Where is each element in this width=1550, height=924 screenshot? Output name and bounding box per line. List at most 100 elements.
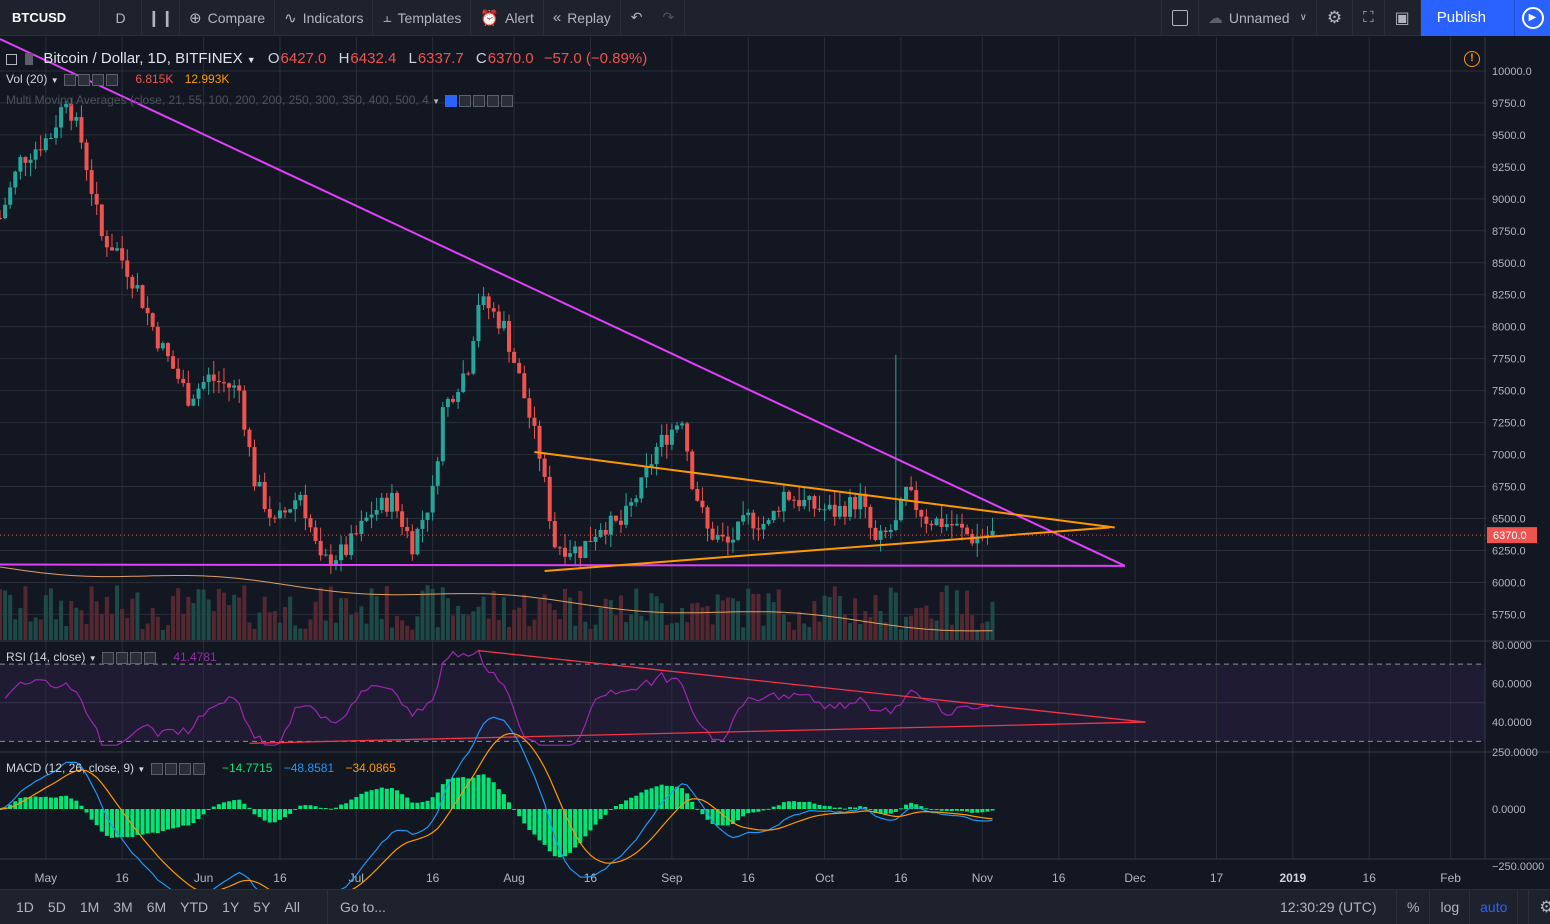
macd-dropdown-icon[interactable]: ▼ (137, 765, 146, 774)
layout-toggle-button[interactable] (1160, 0, 1199, 36)
trendline[interactable] (534, 451, 1115, 529)
range-all[interactable]: All (284, 899, 300, 915)
candle-body (837, 505, 842, 517)
volume-label[interactable]: Vol (20) (6, 72, 48, 86)
plus-square-icon[interactable] (91, 73, 104, 86)
range-1y[interactable]: 1Y (222, 899, 240, 915)
layout-name-dropdown[interactable]: ☁ Unnamed ∨ (1199, 0, 1317, 36)
multi-ma-dropdown-icon[interactable]: ▼ (432, 97, 441, 106)
publish-button[interactable]: Publish (1420, 0, 1514, 36)
snapshot-button[interactable]: ▣ (1385, 0, 1421, 36)
volume-bar (603, 598, 608, 640)
rsi-trendline[interactable] (249, 721, 1146, 744)
warning-icon[interactable]: ! (1464, 51, 1480, 67)
chart-area[interactable]: May 16 Jun 16 Jul 16 Aug 16 Sep 16 Oct 16 Nov 16 Dec 17… (0, 37, 1550, 889)
symbol-dropdown-icon[interactable]: ▼ (246, 55, 256, 65)
candle-body (440, 407, 445, 462)
range-3m[interactable]: 3M (113, 899, 133, 915)
rsi-settings-icon[interactable] (115, 651, 128, 664)
macd-eye-icon[interactable] (150, 762, 163, 775)
macd-histogram-bar (970, 809, 975, 813)
macd-histogram-bar (842, 808, 847, 810)
interval-button[interactable]: D (100, 0, 142, 36)
macd-histogram-bar (267, 809, 272, 823)
range-5y[interactable]: 5Y (253, 899, 271, 915)
rsi-dropdown-icon[interactable]: ▼ (88, 654, 97, 663)
indicators-button[interactable]: ∿ Indicators (275, 0, 374, 36)
macd-histogram-bar (216, 804, 221, 809)
macd-histogram-bar (771, 806, 776, 809)
range-5d[interactable]: 5D (47, 899, 66, 915)
trendline[interactable] (544, 526, 1110, 572)
undo-button[interactable]: ↶ (621, 0, 653, 36)
volume-bar (216, 588, 221, 640)
trendline[interactable] (0, 38, 1126, 567)
range-6m[interactable]: 6M (146, 899, 167, 915)
ma-plus-icon[interactable] (487, 94, 500, 107)
symbol-title[interactable]: Bitcoin / Dollar, 1D, BITFINEX (43, 50, 243, 67)
auto-scale-button[interactable]: auto (1469, 889, 1517, 924)
volume-bar (904, 616, 909, 640)
y-tick-label: 6500.0 (1492, 514, 1526, 526)
candle-body (792, 499, 797, 501)
candle-body (328, 554, 333, 566)
volume-dropdown-icon[interactable]: ▼ (50, 76, 59, 85)
indicator-wave-icon: ∿ (284, 9, 297, 27)
symbol-search[interactable]: BTCUSD (0, 0, 100, 36)
rsi-eye-icon[interactable] (101, 651, 114, 664)
candle-body (267, 509, 272, 518)
ma-eye-icon[interactable] (445, 94, 458, 107)
macd-close-icon[interactable] (192, 762, 205, 775)
macd-settings-icon[interactable] (164, 762, 177, 775)
eye-icon[interactable] (63, 73, 76, 86)
fullscreen-button[interactable]: ⛶ (1353, 0, 1385, 36)
macd-histogram-bar (425, 800, 430, 809)
trendline[interactable] (0, 563, 1125, 567)
ma-settings-icon[interactable] (459, 94, 472, 107)
utc-clock[interactable]: 12:30:29 (UTC) (1280, 899, 1377, 915)
volume-bar (491, 591, 496, 640)
multi-ma-label[interactable]: Multi Moving Averages (close, 21, 55, 10… (6, 93, 429, 107)
chart-canvas[interactable]: May 16 Jun 16 Jul 16 Aug 16 Sep 16 Oct 16 Nov 16 Dec 17… (0, 37, 1550, 889)
alert-button[interactable]: ⏰ Alert (471, 0, 544, 36)
rsi-plus-icon[interactable] (129, 651, 142, 664)
rsi-trendline[interactable] (478, 650, 1146, 723)
square-icon (1171, 9, 1188, 26)
macd-label[interactable]: MACD (12, 26, close, 9) (6, 761, 135, 775)
range-ytd[interactable]: YTD (180, 899, 209, 915)
range-1m[interactable]: 1M (79, 899, 100, 915)
volume-bar (405, 625, 410, 640)
compare-label: Compare (207, 9, 266, 26)
candle-body (303, 494, 308, 519)
macd-histogram-bar (191, 809, 196, 824)
ma-source-icon[interactable] (473, 94, 486, 107)
candle-body (186, 383, 191, 406)
percent-scale-button[interactable]: % (1396, 889, 1429, 924)
log-scale-button[interactable]: log (1429, 889, 1469, 924)
chart-style-button[interactable]: ❙❙ (142, 0, 180, 36)
chart-settings-button[interactable]: ⚙ (1517, 889, 1550, 924)
volume-bar (440, 587, 445, 640)
macd-plus-icon[interactable] (178, 762, 191, 775)
settings-square-icon[interactable] (77, 73, 90, 86)
redo-button[interactable]: ↷ (653, 0, 686, 36)
compare-button[interactable]: ⊕ Compare (180, 0, 276, 36)
goto-date-button[interactable]: Go to... (326, 889, 386, 924)
rsi-close-icon[interactable] (143, 651, 156, 664)
range-1d[interactable]: 1D (16, 899, 34, 915)
collapse-legend-icon[interactable] (6, 53, 17, 65)
ma-close-icon[interactable] (501, 94, 514, 107)
rsi-label[interactable]: RSI (14, close) (6, 650, 86, 664)
volume-bar (69, 600, 74, 640)
macd-histogram-bar (84, 809, 89, 813)
close-square-icon[interactable] (105, 73, 118, 86)
candle-body (771, 510, 776, 521)
settings-button[interactable]: ⚙ (1317, 0, 1354, 36)
replay-button[interactable]: « Replay (544, 0, 621, 36)
stream-button[interactable]: ▶ (1514, 0, 1550, 36)
volume-bar (664, 624, 669, 640)
macd-histogram-bar (598, 809, 603, 819)
templates-button[interactable]: ⫠ Templates (373, 0, 472, 36)
candle-body (94, 193, 99, 205)
candle-body (730, 539, 735, 543)
